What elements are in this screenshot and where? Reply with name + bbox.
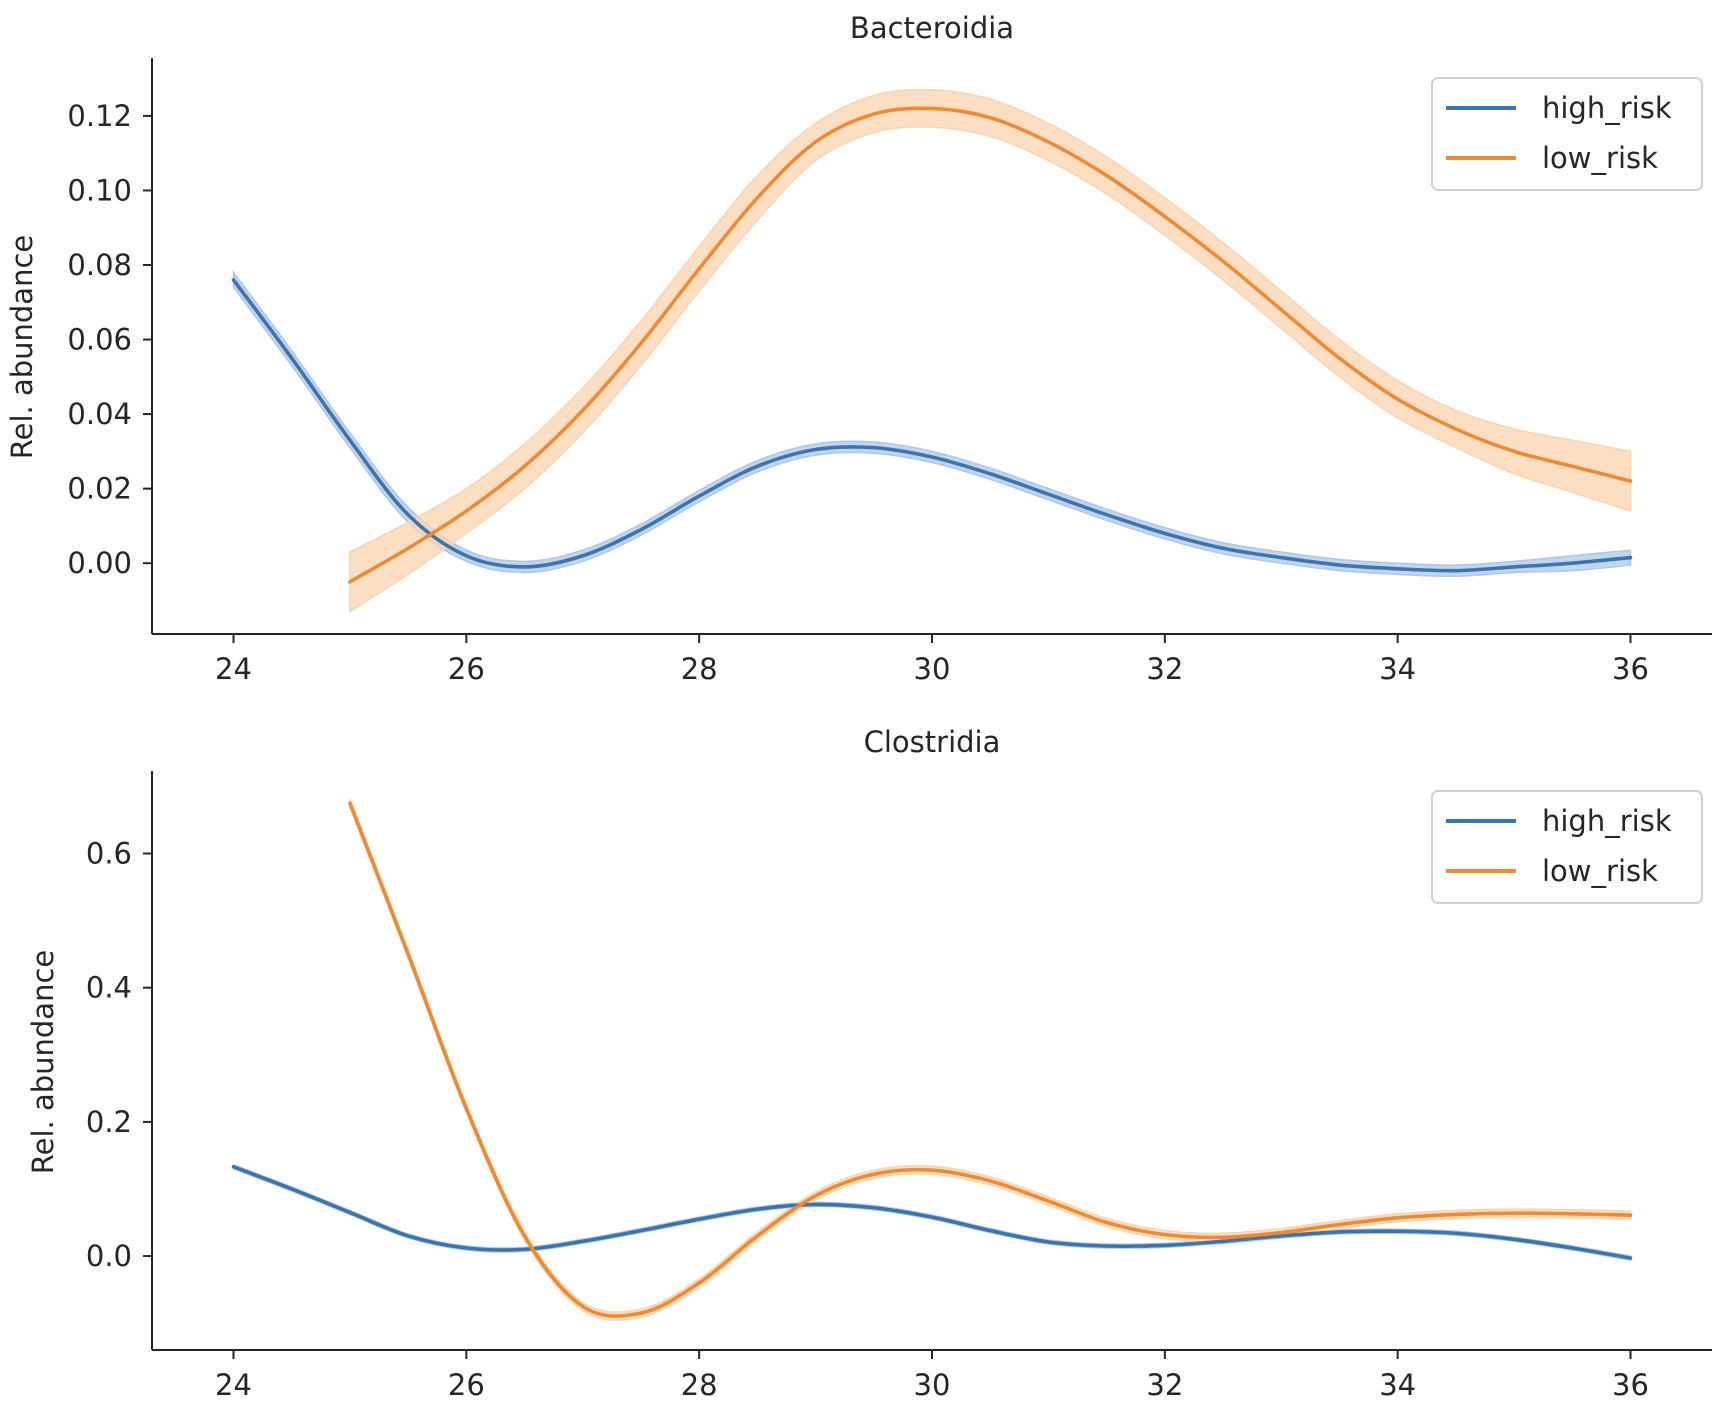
confidence-band-low-risk (349, 798, 1632, 1321)
x-tick-label: 36 (1612, 652, 1649, 686)
x-tick-label: 26 (448, 1368, 485, 1402)
legend-label-high-risk: high_risk (1542, 804, 1672, 838)
y-tick-label: 0.0 (86, 1239, 132, 1273)
x-tick-label: 34 (1379, 1368, 1416, 1402)
x-tick-label: 26 (448, 652, 485, 686)
x-tick-label: 36 (1612, 1368, 1649, 1402)
bacteroidia-panel: Bacteroidia Rel. abundance 24 26 28 30 32 34 36 0… (5, 11, 1712, 686)
x-tick-label: 28 (681, 652, 718, 686)
legend-label-low-risk: low_risk (1542, 854, 1658, 888)
y-axis-label: Rel. abundance (26, 950, 60, 1174)
y-tick-label: 0.4 (86, 971, 132, 1005)
series-line-high-risk (231, 1165, 1633, 1260)
x-tick-label: 24 (215, 1368, 252, 1402)
x-tick-label: 32 (1146, 1368, 1183, 1402)
y-tick-label: 0.2 (86, 1105, 132, 1139)
x-tick-label: 30 (914, 1368, 951, 1402)
confidence-band-high-risk (232, 270, 1632, 578)
y-axis-label: Rel. abundance (5, 235, 39, 459)
legend: high_risk low_risk (1431, 77, 1703, 191)
x-tick-label: 34 (1379, 652, 1416, 686)
confidence-band-low-risk (349, 88, 1632, 614)
y-tick-label: 0.04 (67, 397, 132, 431)
y-tick-label: 0.06 (67, 323, 132, 357)
y-tick-label: 0.02 (67, 472, 132, 506)
x-tick-label: 32 (1146, 652, 1183, 686)
x-tick-label: 24 (215, 652, 252, 686)
x-tick-label: 30 (914, 652, 951, 686)
legend: high_risk low_risk (1431, 790, 1703, 904)
legend-label-high-risk: high_risk (1542, 91, 1672, 125)
y-tick-label: 0.10 (67, 173, 132, 207)
y-tick-label: 0.6 (86, 837, 132, 871)
series-line-low-risk (348, 106, 1633, 584)
chart-title: Clostridia (864, 725, 1001, 759)
legend-label-low-risk: low_risk (1542, 141, 1658, 175)
y-tick-label: 0.00 (67, 546, 132, 580)
y-tick-label: 0.12 (67, 99, 132, 133)
chart-title: Bacteroidia (850, 11, 1014, 45)
x-tick-label: 28 (681, 1368, 718, 1402)
clostridia-panel: Clostridia Rel. abundance 24 26 28 30 32 34 36 0.… (26, 725, 1712, 1402)
y-tick-label: 0.08 (67, 248, 132, 282)
series-line-low-risk (348, 801, 1633, 1318)
